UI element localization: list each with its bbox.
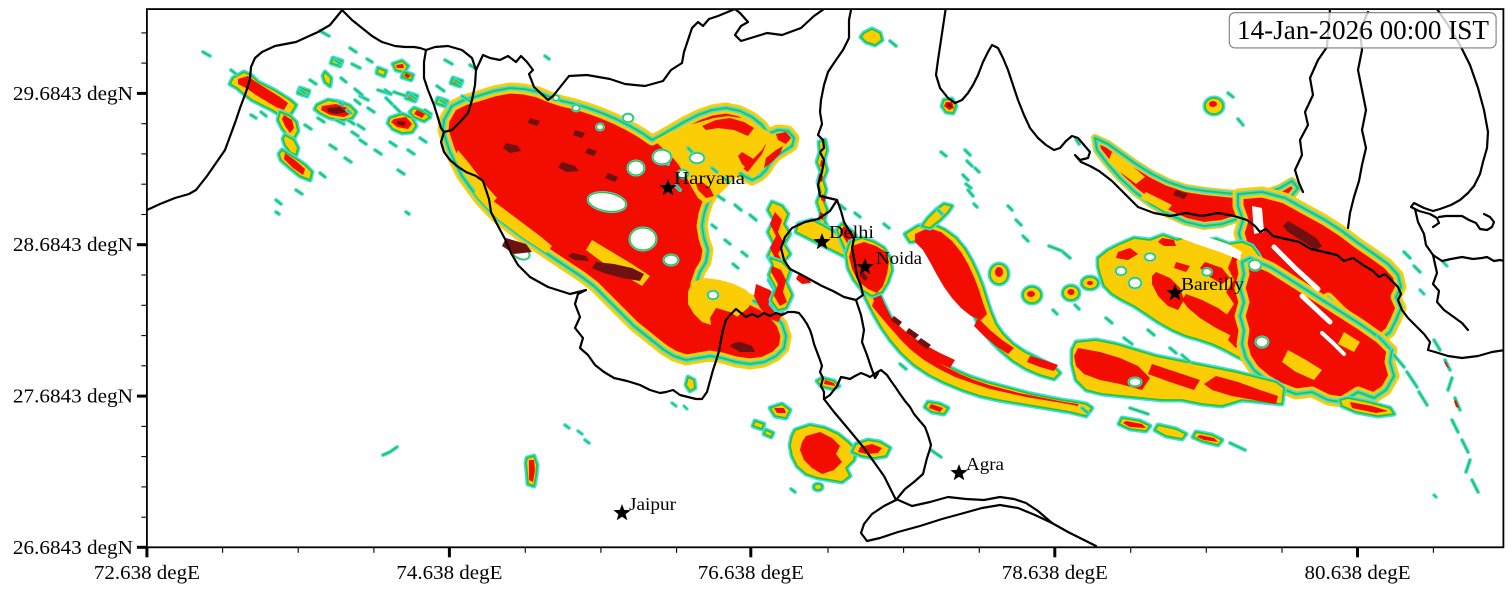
svg-text:74.638 degE: 74.638 degE bbox=[396, 562, 502, 584]
svg-text:Delhi: Delhi bbox=[829, 222, 874, 242]
svg-text:Noida: Noida bbox=[876, 248, 922, 268]
svg-text:Jaipur: Jaipur bbox=[629, 494, 676, 514]
svg-text:72.638 degE: 72.638 degE bbox=[94, 562, 200, 584]
svg-text:76.638 degE: 76.638 degE bbox=[698, 562, 804, 584]
svg-text:27.6843 degN: 27.6843 degN bbox=[13, 386, 133, 408]
svg-text:14-Jan-2026 00:00 IST: 14-Jan-2026 00:00 IST bbox=[1237, 15, 1490, 45]
svg-text:Agra: Agra bbox=[966, 454, 1004, 474]
svg-text:26.6843 degN: 26.6843 degN bbox=[13, 537, 133, 559]
svg-text:28.6843 degN: 28.6843 degN bbox=[13, 234, 133, 256]
svg-text:78.638 degE: 78.638 degE bbox=[1002, 562, 1108, 584]
svg-text:29.6843 degN: 29.6843 degN bbox=[13, 83, 133, 105]
svg-text:Bareilly: Bareilly bbox=[1181, 274, 1244, 294]
svg-text:Haryana: Haryana bbox=[674, 168, 745, 188]
svg-text:80.638 degE: 80.638 degE bbox=[1305, 562, 1411, 584]
